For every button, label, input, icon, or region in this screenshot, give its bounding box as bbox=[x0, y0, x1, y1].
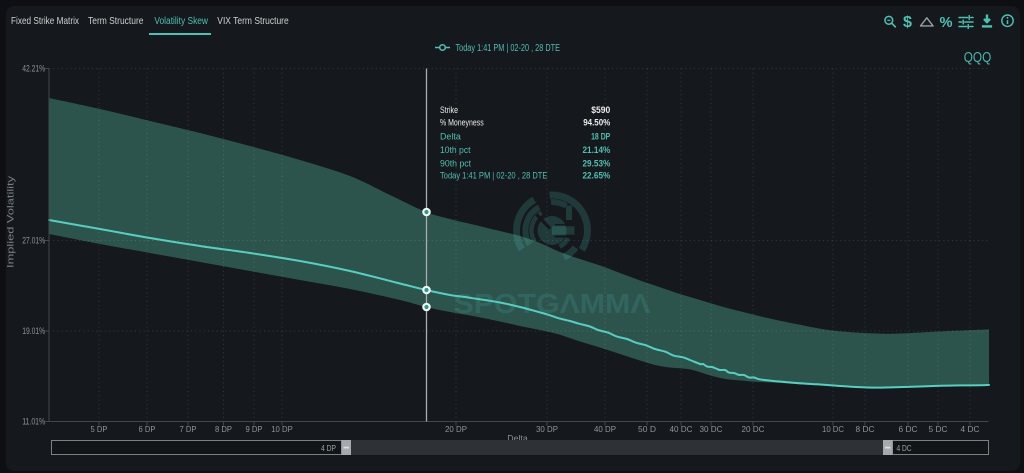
svg-text:90th pct: 90th pct bbox=[440, 159, 472, 169]
svg-text:Term Structure: Term Structure bbox=[88, 15, 144, 27]
svg-text:22.65%: 22.65% bbox=[583, 171, 611, 181]
svg-text:5 DP: 5 DP bbox=[91, 424, 108, 434]
svg-text:10 DP: 10 DP bbox=[271, 424, 293, 434]
svg-text:Today 1:41 PM | 02-20 , 28 DTE: Today 1:41 PM | 02-20 , 28 DTE bbox=[456, 43, 561, 54]
svg-text:4 DC: 4 DC bbox=[961, 424, 980, 434]
svg-text:10 DC: 10 DC bbox=[822, 424, 844, 434]
svg-text:20 DC: 20 DC bbox=[742, 424, 765, 434]
svg-text:50 D: 50 D bbox=[638, 424, 656, 434]
svg-text:30 DP: 30 DP bbox=[536, 424, 558, 434]
svg-text:9 DP: 9 DP bbox=[246, 424, 263, 434]
svg-text:40 DP: 40 DP bbox=[594, 424, 616, 434]
svg-text:4 DC: 4 DC bbox=[897, 443, 912, 453]
svg-text:8 DP: 8 DP bbox=[215, 424, 232, 434]
svg-text:40 DC: 40 DC bbox=[670, 424, 693, 434]
svg-text:94.50%: 94.50% bbox=[583, 117, 610, 127]
svg-text:20 DP: 20 DP bbox=[445, 424, 467, 434]
svg-text:4 DP: 4 DP bbox=[321, 443, 336, 453]
svg-text:19.01%: 19.01% bbox=[22, 326, 45, 336]
svg-text:5 DC: 5 DC bbox=[929, 424, 948, 434]
svg-text:%: % bbox=[940, 14, 953, 31]
svg-text:QQQ: QQQ bbox=[964, 49, 992, 66]
svg-text:42.21%: 42.21% bbox=[22, 64, 45, 74]
svg-text:Implied Volatility: Implied Volatility bbox=[6, 175, 16, 268]
svg-text:Volatility Skew: Volatility Skew bbox=[154, 15, 208, 27]
svg-text:30 DC: 30 DC bbox=[700, 424, 723, 434]
svg-text:18 DP: 18 DP bbox=[591, 132, 610, 142]
svg-text:$590: $590 bbox=[591, 105, 610, 115]
svg-text:SPOTGΛMMΛ: SPOTGΛMMΛ bbox=[454, 288, 651, 319]
svg-text:21.14%: 21.14% bbox=[583, 145, 611, 155]
svg-text:Today 1:41 PM | 02-20 , 28 DTE: Today 1:41 PM | 02-20 , 28 DTE bbox=[440, 171, 547, 181]
svg-text:29.53%: 29.53% bbox=[583, 159, 611, 169]
svg-text:6 DC: 6 DC bbox=[899, 424, 918, 434]
svg-text:6 DP: 6 DP bbox=[139, 424, 156, 434]
svg-text:% Moneyness: % Moneyness bbox=[440, 117, 484, 127]
svg-text:Delta: Delta bbox=[507, 434, 528, 445]
svg-text:27.01%: 27.01% bbox=[22, 236, 45, 246]
svg-text:8 DC: 8 DC bbox=[856, 424, 875, 434]
svg-text:Strike: Strike bbox=[440, 105, 458, 115]
svg-text:Delta: Delta bbox=[440, 132, 461, 142]
svg-text:11.01%: 11.01% bbox=[22, 417, 45, 427]
svg-text:10th pct: 10th pct bbox=[440, 145, 471, 155]
svg-text:VIX Term Structure: VIX Term Structure bbox=[217, 15, 289, 27]
svg-text:7 DP: 7 DP bbox=[180, 424, 197, 434]
svg-text:$: $ bbox=[903, 14, 912, 31]
svg-text:Fixed Strike Matrix: Fixed Strike Matrix bbox=[11, 15, 80, 27]
